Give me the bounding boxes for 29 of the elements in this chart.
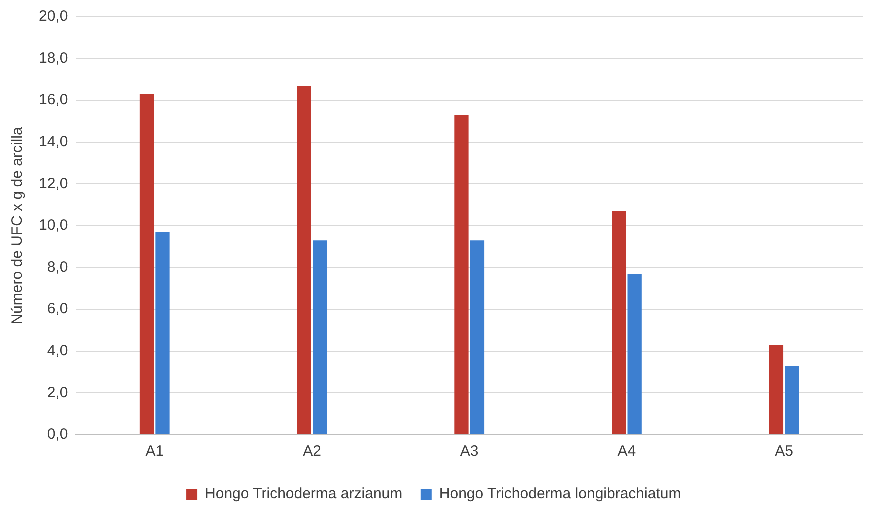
- y-tick-label: 12,0: [38, 175, 68, 192]
- y-tick-label: 0,0: [47, 426, 68, 444]
- bar: [612, 211, 626, 434]
- bar: [628, 274, 642, 434]
- x-tick-label: A4: [618, 443, 636, 460]
- bar: [297, 86, 312, 434]
- y-tick-label: 14,0: [38, 134, 68, 151]
- x-tick-label: A1: [146, 443, 164, 460]
- y-tick-label: 8,0: [47, 258, 68, 276]
- bar: [156, 232, 170, 434]
- legend-label: Hongo Trichoderma longibrachiatum: [439, 486, 682, 503]
- y-tick-label: 10,0: [38, 217, 68, 234]
- bar: [313, 240, 328, 434]
- bar: [769, 345, 784, 434]
- y-tick-label: 20,0: [38, 8, 68, 26]
- bar: [785, 366, 800, 434]
- y-tick-label: 6,0: [47, 300, 68, 318]
- x-tick-label: A3: [460, 443, 479, 460]
- y-tick-label: 4,0: [47, 342, 68, 360]
- bar: [140, 94, 154, 434]
- y-tick-label: 2,0: [47, 384, 68, 402]
- bar: [454, 115, 469, 434]
- x-tick-label: A5: [775, 443, 794, 460]
- bar: [470, 240, 485, 434]
- y-tick-label: 16,0: [38, 92, 68, 109]
- y-tick-label: 18,0: [38, 50, 68, 67]
- y-axis-title: Número de UFC x g de arcilla: [9, 126, 26, 325]
- legend-label: Hongo Trichoderma arzianum: [205, 486, 403, 503]
- x-tick-label: A2: [303, 443, 322, 460]
